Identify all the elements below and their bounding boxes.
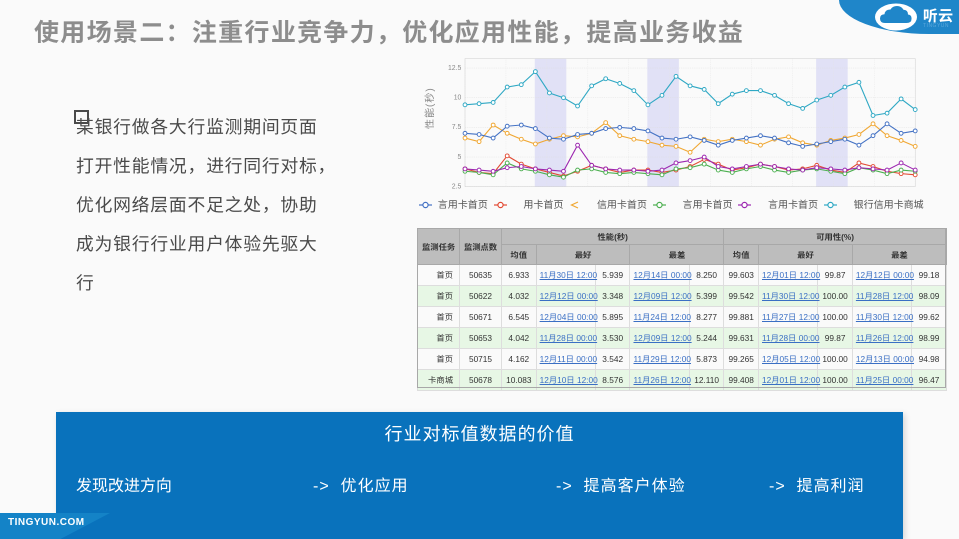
svg-text:2.5: 2.5 [452,184,462,191]
svg-text:12.5: 12.5 [448,65,462,72]
svg-text:10: 10 [454,95,462,102]
svg-text:TINGYUN: TINGYUN [923,23,949,29]
svg-text:7.5: 7.5 [452,124,462,131]
svg-text:5: 5 [458,154,462,161]
